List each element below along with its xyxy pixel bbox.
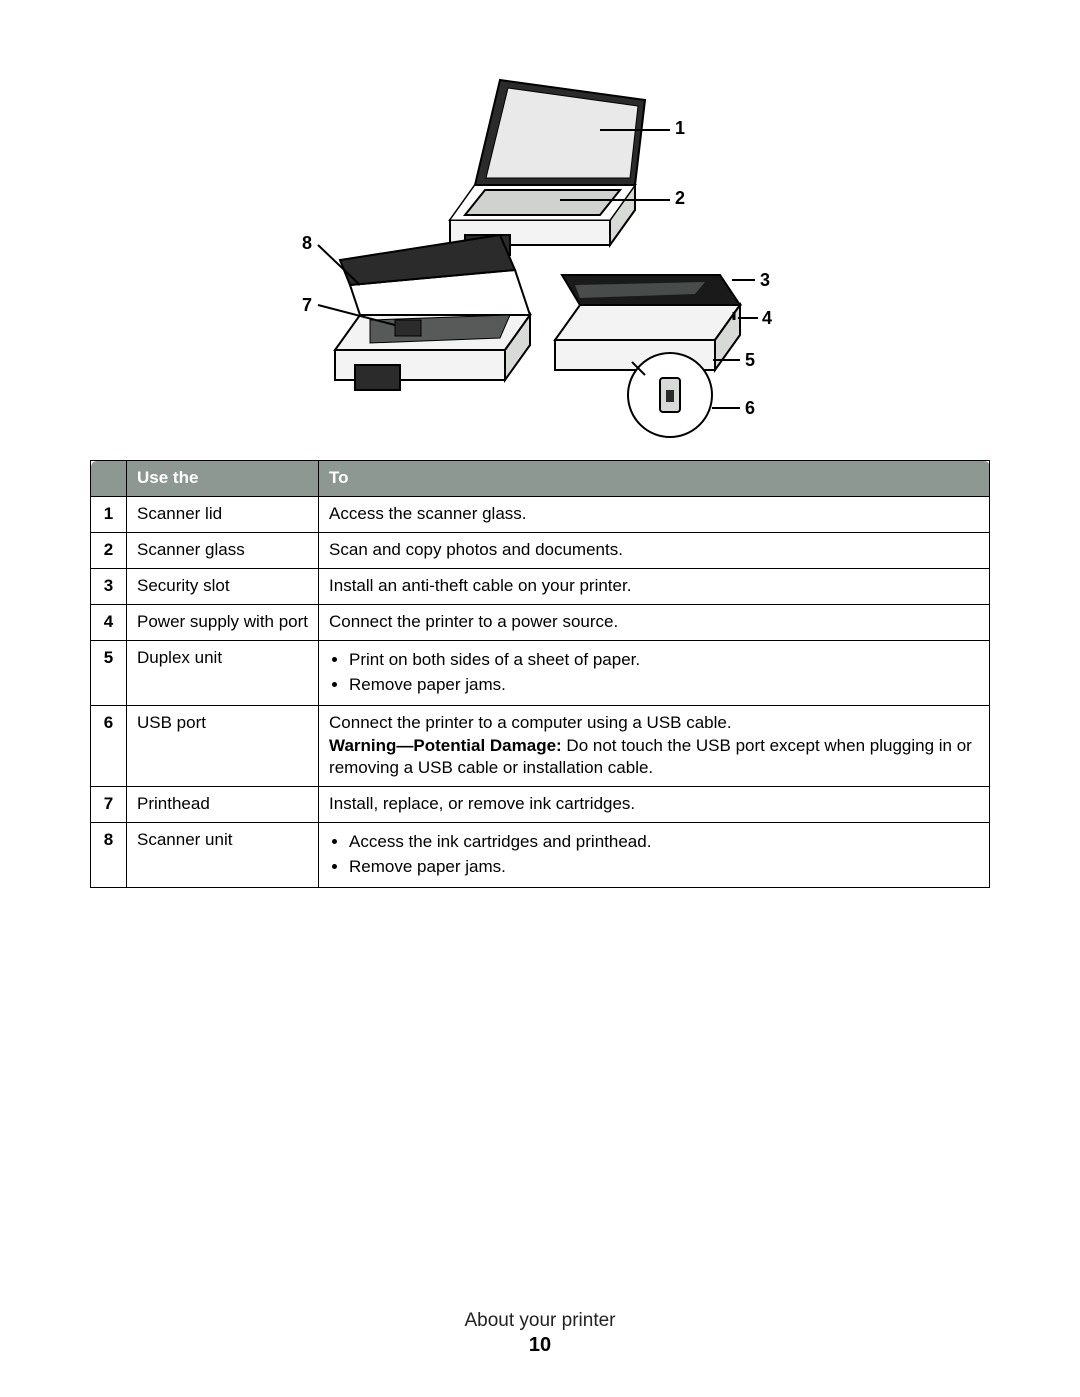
row-part: Scanner unit <box>127 823 319 888</box>
row-number: 8 <box>91 823 127 888</box>
list-item: Remove paper jams. <box>349 674 979 697</box>
callout-2: 2 <box>675 188 685 209</box>
printer-diagram-container: 1 2 3 4 5 6 7 8 <box>90 60 990 440</box>
row-number: 4 <box>91 604 127 640</box>
table-row: 1Scanner lidAccess the scanner glass. <box>91 496 990 532</box>
row-description: Connect the printer to a power source. <box>319 604 990 640</box>
table-row: 6USB portConnect the printer to a comput… <box>91 705 990 787</box>
row-part: Scanner glass <box>127 532 319 568</box>
row-description: Access the ink cartridges and printhead.… <box>319 823 990 888</box>
row-number: 7 <box>91 787 127 823</box>
parts-table-body: 1Scanner lidAccess the scanner glass.2Sc… <box>91 496 990 887</box>
table-row: 2Scanner glassScan and copy photos and d… <box>91 532 990 568</box>
parts-table: Use the To 1Scanner lidAccess the scanne… <box>90 460 990 888</box>
callout-7: 7 <box>302 295 312 316</box>
list-item: Print on both sides of a sheet of paper. <box>349 649 979 672</box>
row-number: 1 <box>91 496 127 532</box>
row-description: Install an anti-theft cable on your prin… <box>319 568 990 604</box>
row-description: Print on both sides of a sheet of paper.… <box>319 640 990 705</box>
callout-4: 4 <box>762 308 772 329</box>
table-row: 4Power supply with portConnect the print… <box>91 604 990 640</box>
table-row: 5Duplex unitPrint on both sides of a she… <box>91 640 990 705</box>
list-item: Access the ink cartridges and printhead. <box>349 831 979 854</box>
warning-label: Warning—Potential Damage: <box>329 736 562 755</box>
col-header-to: To <box>319 461 990 497</box>
row-description: Install, replace, or remove ink cartridg… <box>319 787 990 823</box>
callout-3: 3 <box>760 270 770 291</box>
col-header-num <box>91 461 127 497</box>
row-number: 3 <box>91 568 127 604</box>
table-row: 8Scanner unitAccess the ink cartridges a… <box>91 823 990 888</box>
footer-page-number: 10 <box>0 1334 1080 1357</box>
row-number: 5 <box>91 640 127 705</box>
row-number: 6 <box>91 705 127 787</box>
row-part: Printhead <box>127 787 319 823</box>
callout-6: 6 <box>745 398 755 419</box>
row-part: Scanner lid <box>127 496 319 532</box>
row-number: 2 <box>91 532 127 568</box>
row-part: Power supply with port <box>127 604 319 640</box>
printer-diagram: 1 2 3 4 5 6 7 8 <box>300 60 780 440</box>
callout-5: 5 <box>745 350 755 371</box>
footer-section-title: About your printer <box>0 1310 1080 1332</box>
page-footer: About your printer 10 <box>0 1310 1080 1357</box>
row-description: Access the scanner glass. <box>319 496 990 532</box>
list-item: Remove paper jams. <box>349 856 979 879</box>
row-part: Duplex unit <box>127 640 319 705</box>
table-row: 7PrintheadInstall, replace, or remove in… <box>91 787 990 823</box>
page: 1 2 3 4 5 6 7 8 Use the To 1Scanner lidA… <box>0 0 1080 1397</box>
row-part: Security slot <box>127 568 319 604</box>
row-description: Scan and copy photos and documents. <box>319 532 990 568</box>
row-description: Connect the printer to a computer using … <box>319 705 990 787</box>
parts-table-header-row: Use the To <box>91 461 990 497</box>
printer-diagram-svg <box>300 60 780 440</box>
row-part: USB port <box>127 705 319 787</box>
table-row: 3Security slotInstall an anti-theft cabl… <box>91 568 990 604</box>
callout-1: 1 <box>675 118 685 139</box>
callout-8: 8 <box>302 233 312 254</box>
col-header-usethe: Use the <box>127 461 319 497</box>
